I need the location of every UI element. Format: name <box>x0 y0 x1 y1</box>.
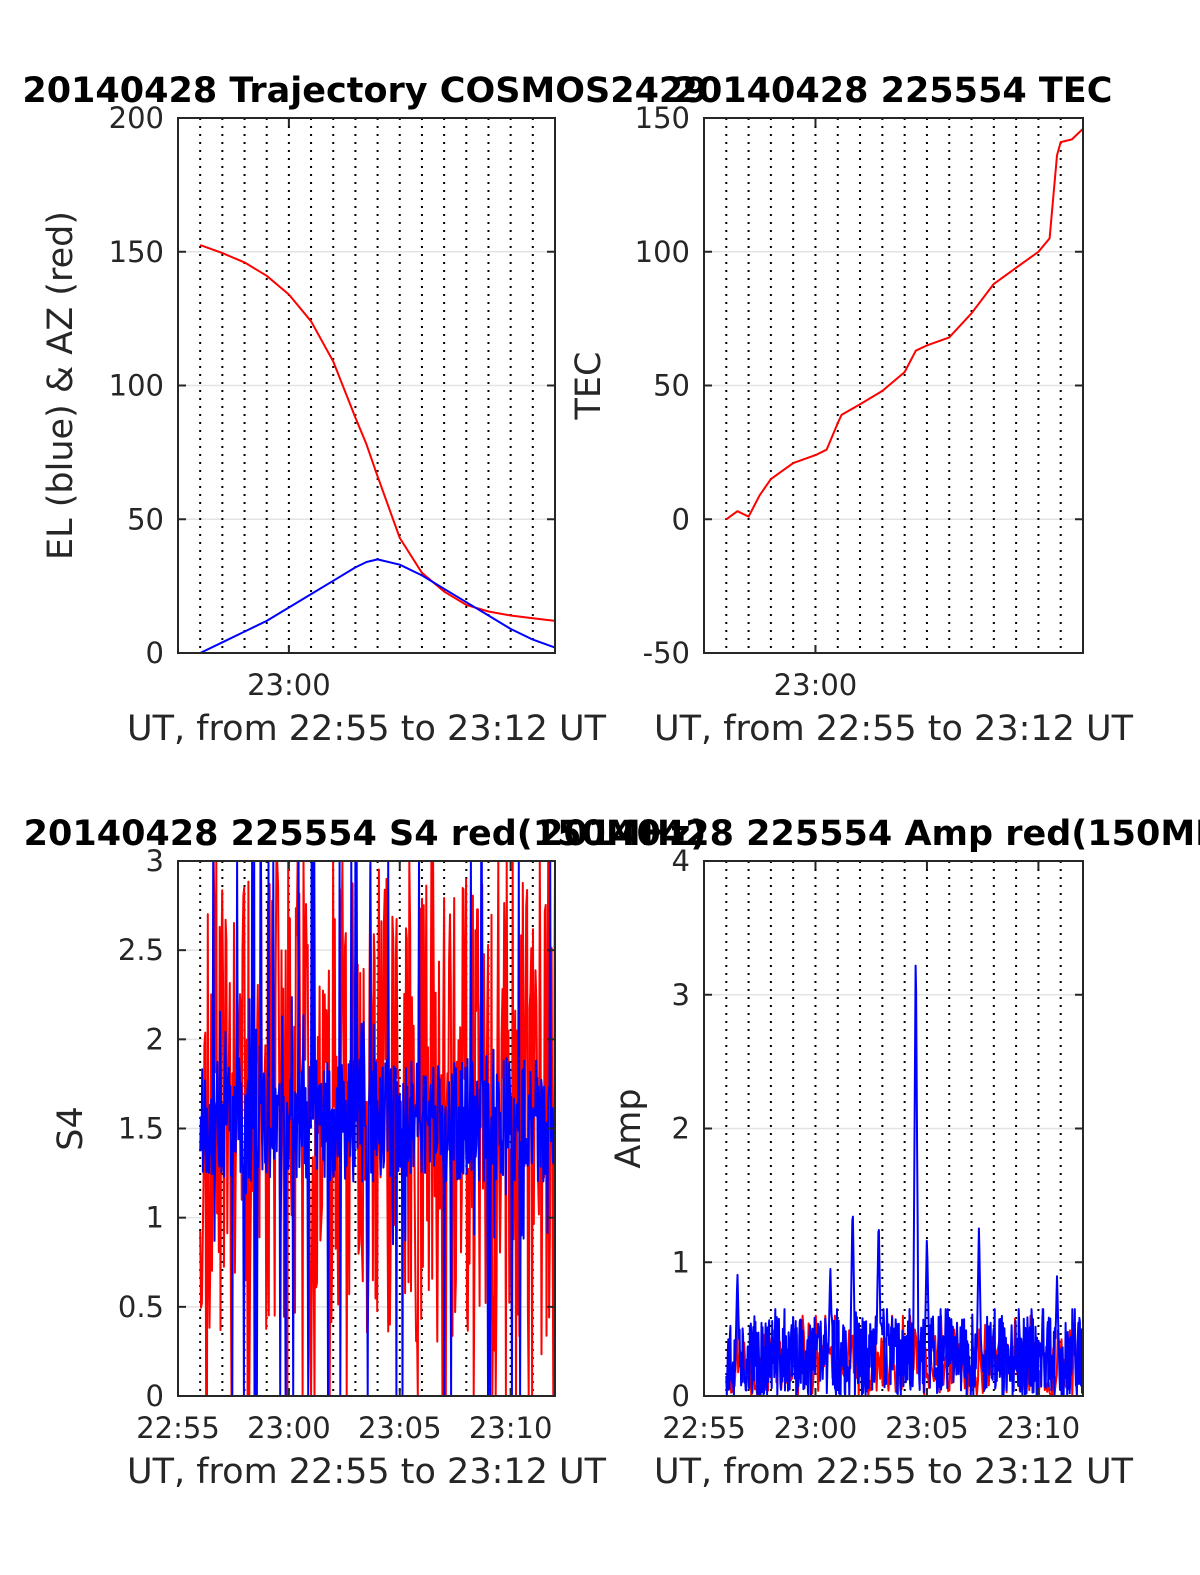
chart-title: 20140428 225554 S4 red(150MHz) <box>24 814 707 854</box>
series-group <box>725 964 1083 1396</box>
y-tick-label: 50 <box>653 369 690 403</box>
series-group <box>725 127 1083 521</box>
y-tick-label: 2 <box>146 1022 164 1056</box>
series-line-1 <box>199 244 555 622</box>
y-tick-label: 3 <box>672 978 690 1012</box>
y-axis-label: TEC <box>569 352 609 421</box>
y-tick-label: 1 <box>672 1245 690 1279</box>
series-line-2 <box>199 861 555 1396</box>
y-tick-label: 2.5 <box>118 933 164 967</box>
y-tick-label: 150 <box>635 101 690 135</box>
x-tick-label: 23:05 <box>358 1411 442 1445</box>
y-tick-label: -50 <box>643 636 690 670</box>
chart-panel-1: 0 50 100 150 200 23:00 20140428 Trajectory COS… <box>22 71 707 749</box>
x-tick-label: 23:10 <box>997 1411 1081 1445</box>
chart-title: 20140428 225554 Amp red(150MHz) <box>539 814 1200 854</box>
series-group <box>199 244 555 653</box>
x-tick-label: 23:00 <box>774 668 858 702</box>
y-tick-label: 0 <box>146 1379 164 1413</box>
x-axis-label: UT, from 22:55 to 23:12 UT <box>654 1452 1134 1492</box>
x-axis-label: UT, from 22:55 to 23:12 UT <box>654 709 1134 749</box>
series-line-2 <box>199 558 555 653</box>
y-tick-label: 2 <box>672 1112 690 1146</box>
series-group <box>199 861 555 1396</box>
series-line-1 <box>199 861 555 1396</box>
chart-panel-3: 0 0.5 1 1.5 2 2.5 3 22:55 23:00 23:05 23:10 2014042… <box>24 814 707 1492</box>
y-tick-label: 4 <box>672 844 690 878</box>
y-tick-label: 100 <box>109 369 164 403</box>
x-tick-label: 22:55 <box>662 1411 746 1445</box>
series-line-2 <box>725 964 1083 1396</box>
x-tick-label: 23:00 <box>247 1411 331 1445</box>
y-tick-label: 1.5 <box>118 1112 164 1146</box>
y-tick-label: 100 <box>635 235 690 269</box>
y-axis-label: Amp <box>609 1088 649 1168</box>
series-line-1 <box>725 127 1083 521</box>
x-axis-label: UT, from 22:55 to 23:12 UT <box>127 709 607 749</box>
chart-title: 20140428 225554 TEC <box>674 71 1113 111</box>
y-tick-label: 0 <box>146 636 164 670</box>
x-tick-label: 23:05 <box>885 1411 969 1445</box>
y-tick-label: 3 <box>146 844 164 878</box>
x-tick-label: 23:10 <box>469 1411 553 1445</box>
x-tick-label: 22:55 <box>136 1411 220 1445</box>
y-tick-label: 150 <box>109 235 164 269</box>
y-tick-label: 200 <box>109 101 164 135</box>
x-axis-label: UT, from 22:55 to 23:12 UT <box>127 1452 607 1492</box>
y-tick-label: 0.5 <box>118 1290 164 1324</box>
y-tick-label: 50 <box>127 502 164 536</box>
y-axis-label: S4 <box>51 1106 91 1151</box>
chart-title: 20140428 Trajectory COSMOS2429 <box>22 71 707 111</box>
x-tick-label: 23:00 <box>774 1411 858 1445</box>
y-axis-label: EL (blue) & AZ (red) <box>41 211 81 560</box>
x-tick-label: 23:00 <box>247 668 331 702</box>
chart-panel-2: -50 0 50 100 150 23:00 20140428 225554 TEC UT, … <box>569 71 1134 749</box>
chart-panel-4: 0 1 2 3 4 22:55 23:00 23:05 23:10 20140428 225554… <box>539 814 1200 1492</box>
y-tick-label: 0 <box>672 502 690 536</box>
y-tick-label: 1 <box>146 1201 164 1235</box>
y-tick-label: 0 <box>672 1379 690 1413</box>
